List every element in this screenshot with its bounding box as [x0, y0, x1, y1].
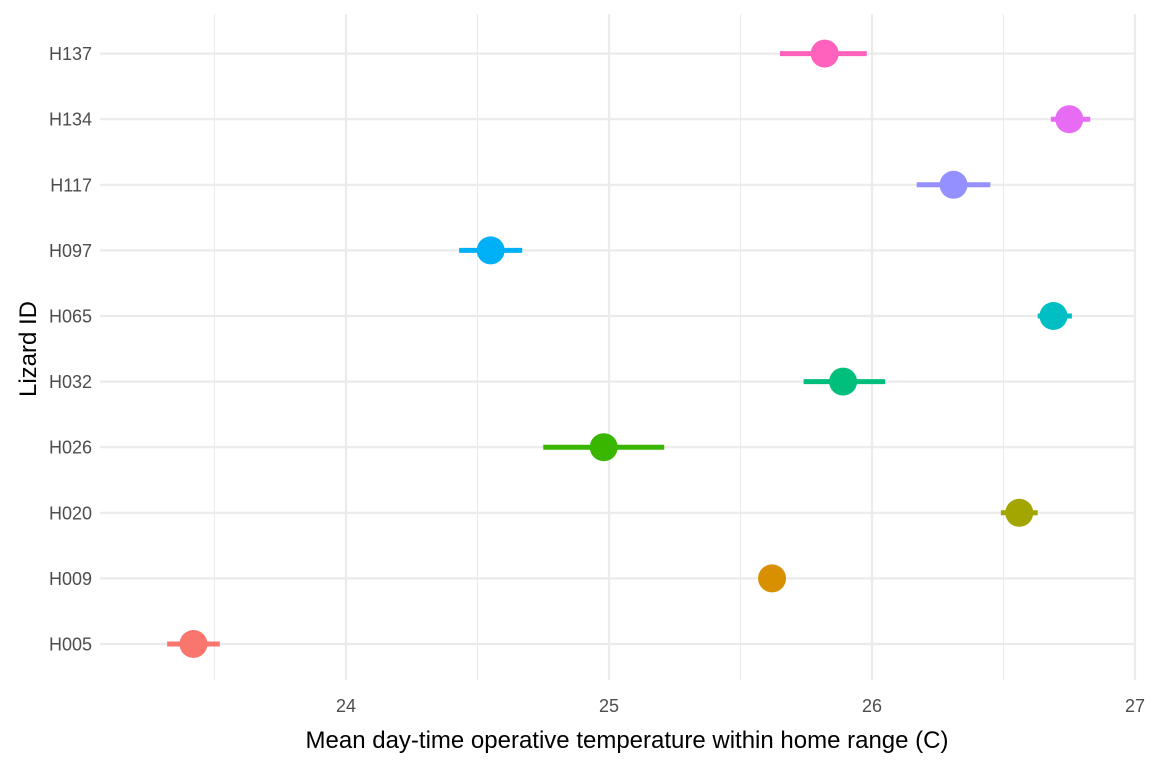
- data-points: [179, 39, 1084, 658]
- x-tick-label: 24: [336, 696, 356, 716]
- point-h009: [758, 564, 787, 593]
- y-tick-label: H134: [49, 110, 92, 130]
- y-tick-label: H117: [50, 175, 92, 195]
- x-axis-title: Mean day-time operative temperature with…: [306, 727, 949, 754]
- x-tick-label: 26: [862, 696, 882, 716]
- error-bars: [167, 51, 1091, 647]
- point-h134: [1055, 105, 1084, 134]
- y-tick-label: H005: [49, 635, 92, 655]
- grid: [100, 14, 1137, 680]
- point-h137: [810, 39, 839, 68]
- y-tick-label: H032: [49, 372, 92, 392]
- point-h097: [476, 236, 505, 265]
- x-tick-label: 27: [1125, 696, 1145, 716]
- point-h117: [939, 170, 968, 199]
- x-tick-labels: 24 25 26 27: [336, 696, 1145, 716]
- y-tick-label: H026: [49, 438, 92, 458]
- point-h065: [1039, 302, 1068, 330]
- y-axis-title: Lizard ID: [15, 301, 42, 397]
- y-tick-label: H009: [49, 569, 92, 589]
- point-h026: [589, 433, 618, 462]
- y-tick-label: H020: [49, 503, 92, 523]
- point-h020: [1005, 498, 1034, 527]
- x-tick-label: 25: [599, 696, 619, 716]
- y-tick-label: H065: [49, 307, 92, 327]
- point-h005: [179, 630, 208, 658]
- y-tick-label: H097: [49, 241, 92, 261]
- y-tick-labels: H005 H009 H020 H026 H032 H065 H097 H117 H134 H137: [49, 44, 92, 654]
- point-h032: [829, 367, 858, 396]
- y-tick-label: H137: [49, 44, 92, 64]
